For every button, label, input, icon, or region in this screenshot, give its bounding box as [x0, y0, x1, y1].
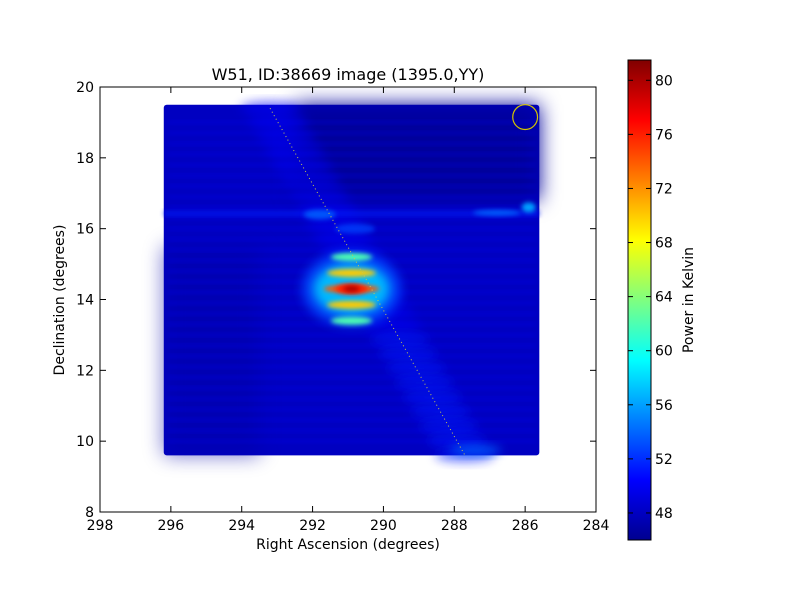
x-tick-label: 298: [87, 518, 114, 534]
y-tick-label: 10: [76, 434, 94, 450]
fringe-stripe: [167, 418, 536, 422]
y-tick-label: 16: [76, 222, 94, 238]
colorbar-tick-label: 80: [655, 73, 673, 89]
fringe-stripe: [167, 397, 536, 401]
image-dark-region: [163, 246, 260, 456]
diffuse-emission: [264, 144, 325, 159]
x-tick-label: 292: [299, 518, 326, 534]
fringe-stripe: [167, 365, 536, 369]
x-tick-label: 294: [228, 518, 255, 534]
y-axis-label: Declination (degrees): [52, 225, 68, 376]
x-axis-ticks: 298 296 294 292 290 288 286 284: [87, 87, 610, 534]
fringe-stripe: [167, 386, 536, 390]
diffuse-emission: [402, 390, 463, 405]
colorbar-tick-label: 48: [655, 506, 673, 522]
fringe-stripe: [167, 439, 536, 443]
diffuse-emission: [288, 188, 349, 203]
colorbar-tick-label: 68: [655, 236, 673, 252]
colorbar-tick-label: 60: [655, 344, 673, 360]
colorbar-tick-label: 56: [655, 398, 673, 414]
fringe-stripe: [167, 354, 536, 358]
x-tick-label: 284: [583, 518, 610, 534]
diffuse-emission: [426, 433, 487, 448]
diffuse-emission: [378, 347, 439, 362]
fringe-stripe: [167, 142, 536, 146]
sidelobe-blob: [303, 209, 336, 220]
y-tick-label: 20: [76, 80, 94, 96]
fringe-stripe: [167, 407, 536, 411]
x-axis-label: Right Ascension (degrees): [256, 537, 440, 553]
source-secondary: [521, 202, 536, 213]
colorbar-tick-label: 64: [655, 290, 673, 306]
source-streak: [472, 209, 521, 216]
y-tick-label: 8: [85, 505, 94, 521]
fringe-stripe: [167, 152, 536, 156]
x-tick-label: 288: [441, 518, 468, 534]
source-fringe: [330, 253, 373, 261]
chart-title: W51, ID:38669 image (1395.0,YY): [212, 65, 485, 84]
y-tick-label: 14: [76, 293, 94, 309]
source-fringe: [330, 316, 373, 325]
fringe-stripe: [167, 216, 536, 220]
diffuse-emission: [394, 376, 455, 391]
sidelobe-blob: [335, 223, 376, 234]
diffuse-emission: [256, 130, 317, 145]
colorbar-label: Power in Kelvin: [681, 247, 697, 353]
fringe-stripe: [167, 174, 536, 178]
y-tick-label: 12: [76, 363, 94, 379]
x-tick-label: 296: [157, 518, 184, 534]
beam-circle: [512, 104, 539, 131]
diffuse-emission: [272, 159, 333, 174]
diffuse-emission: [280, 173, 341, 188]
x-tick-label: 290: [370, 518, 397, 534]
colorbar-tick-label: 52: [655, 452, 673, 468]
heatmap-image: [163, 101, 540, 463]
diffuse-emission: [313, 231, 374, 246]
fringe-stripe: [167, 131, 536, 135]
fringe-stripe: [167, 120, 536, 124]
diffuse-emission: [369, 332, 430, 347]
source-fringe: [327, 300, 376, 309]
y-axis-ticks: 8 10 12 14 16 18 20: [76, 80, 596, 521]
sidelobe-row: [163, 210, 540, 216]
fringe-stripe: [167, 375, 536, 379]
diffuse-emission: [386, 361, 447, 376]
y-tick-label: 18: [76, 151, 94, 167]
source-fringe: [327, 268, 376, 277]
colorbar-tick-label: 76: [655, 127, 673, 143]
colorbar: [627, 59, 652, 541]
fringe-stripe: [167, 344, 536, 348]
fringe-stripe: [167, 195, 536, 199]
source-peak: [343, 285, 360, 292]
fringe-stripe: [167, 184, 536, 188]
colorbar-ticks: 48 52 56 60 64 68 72 76 80: [628, 73, 673, 522]
fringe-stripe: [167, 333, 536, 337]
colorbar-tick-label: 72: [655, 181, 673, 197]
x-tick-label: 286: [512, 518, 539, 534]
diffuse-emission: [449, 445, 502, 456]
fringe-stripe: [167, 163, 536, 167]
fringe-stripe: [167, 429, 536, 433]
